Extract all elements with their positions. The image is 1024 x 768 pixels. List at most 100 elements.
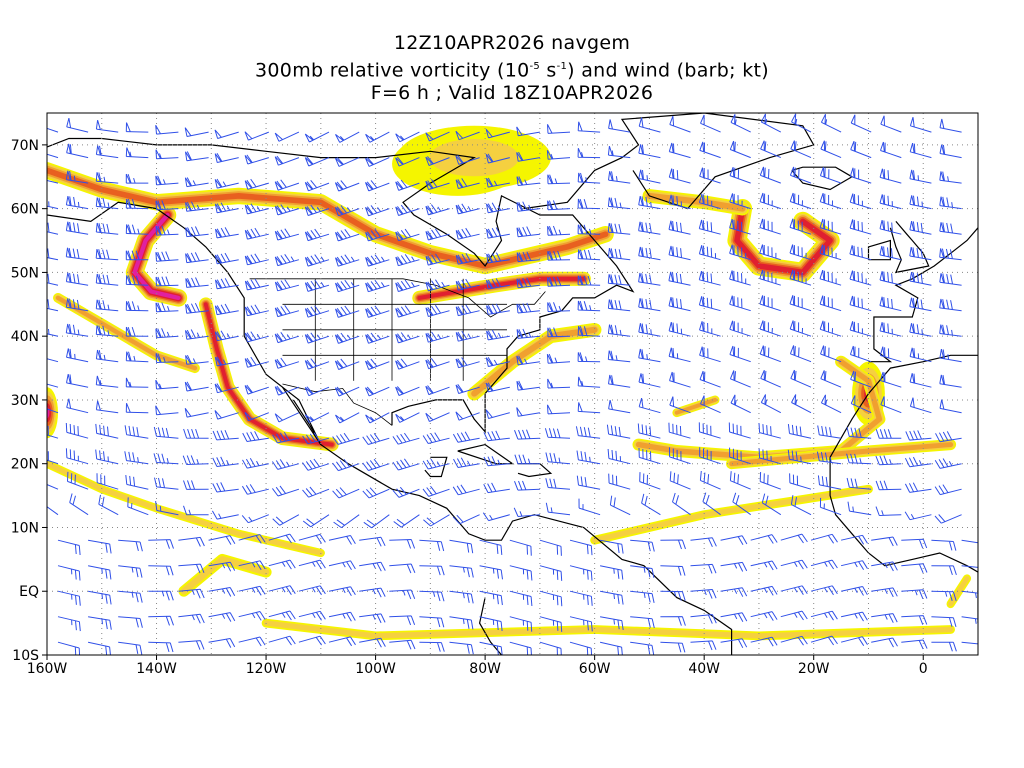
wind-barb xyxy=(274,412,300,423)
wind-barb xyxy=(178,536,205,547)
wind-barb xyxy=(939,222,962,235)
wind-barb xyxy=(600,565,624,580)
wind-barb xyxy=(183,505,209,516)
wind-barb xyxy=(729,140,751,159)
wind-barb xyxy=(455,278,480,291)
wind-barb xyxy=(901,563,928,574)
wind-barb xyxy=(298,635,326,646)
wind-barb xyxy=(298,610,326,621)
wind-barb xyxy=(185,151,209,162)
wind-barb xyxy=(607,197,631,210)
wind-barb xyxy=(577,249,601,261)
wind-barb xyxy=(479,641,503,655)
wind-barb xyxy=(328,636,356,647)
wind-barb xyxy=(607,146,631,159)
wind-barb xyxy=(819,167,842,184)
wind-barb xyxy=(700,395,721,414)
wind-barb xyxy=(790,369,812,388)
wind-barb xyxy=(452,484,480,496)
wind-barb xyxy=(669,115,691,133)
wind-barb xyxy=(660,539,686,550)
wind-barb xyxy=(660,590,686,601)
wind-barb xyxy=(668,245,691,261)
wind-barb xyxy=(449,616,474,630)
wind-barb xyxy=(212,482,239,493)
wind-barb xyxy=(607,324,631,337)
wind-barb xyxy=(455,411,480,421)
wind-barb xyxy=(931,590,957,602)
wind-barb xyxy=(879,346,902,363)
wind-barb xyxy=(939,374,962,388)
wind-barb xyxy=(208,561,236,572)
coastlines xyxy=(47,113,978,655)
wind-barb xyxy=(546,353,571,364)
wind-barb xyxy=(759,295,781,312)
wind-barb xyxy=(904,456,932,468)
wind-barb xyxy=(274,204,300,216)
lon-label: 40W xyxy=(688,661,720,677)
wind-barb xyxy=(425,358,450,370)
wind-barb xyxy=(125,224,149,235)
wind-barb xyxy=(479,565,503,580)
wind-barb xyxy=(95,375,119,388)
wind-barb xyxy=(389,539,416,549)
wind-barb xyxy=(365,279,390,293)
wind-barb xyxy=(395,131,420,143)
wind-barb xyxy=(780,585,808,595)
wind-barb xyxy=(544,428,571,439)
lat-label: 10N xyxy=(11,520,39,536)
wind-barb xyxy=(395,228,420,242)
wind-barb xyxy=(125,326,149,337)
wind-barb xyxy=(67,471,89,490)
wind-barb xyxy=(95,273,119,286)
wind-barb xyxy=(638,348,661,363)
wind-barb xyxy=(608,374,631,388)
wind-barb xyxy=(182,455,209,465)
wind-barb xyxy=(750,534,778,544)
lat-label: 10S xyxy=(12,648,39,664)
wind-barb xyxy=(486,227,510,239)
wind-barb xyxy=(455,253,480,265)
wind-barb xyxy=(547,378,571,389)
wind-barb xyxy=(875,429,902,439)
wind-barb xyxy=(304,228,330,242)
wind-barb xyxy=(909,169,932,184)
wind-barb xyxy=(274,332,300,344)
wind-barb xyxy=(607,274,631,286)
wind-barb xyxy=(820,345,842,363)
wind-barb xyxy=(185,226,209,238)
wind-barb xyxy=(65,298,89,312)
wind-barb xyxy=(516,328,540,339)
wind-barb xyxy=(759,244,781,261)
wind-barb xyxy=(211,510,239,520)
wind-barb xyxy=(395,179,420,191)
wind-barb xyxy=(939,118,962,133)
wind-barb xyxy=(939,324,962,337)
wind-barb xyxy=(516,126,540,137)
lon-label: 140W xyxy=(136,661,177,677)
coastline-9 xyxy=(517,463,553,478)
wind-barb xyxy=(547,174,571,185)
wind-barb xyxy=(789,218,812,235)
wind-barb xyxy=(274,155,300,166)
wind-barb xyxy=(728,422,751,439)
wind-barb xyxy=(155,353,179,363)
wind-barb xyxy=(905,430,932,441)
wind-barb xyxy=(242,458,269,469)
wind-barb xyxy=(302,458,330,471)
wind-barb xyxy=(392,486,420,498)
wind-barb xyxy=(334,157,360,167)
wind-barb xyxy=(148,641,174,653)
wind-barb xyxy=(819,269,842,286)
wind-barb xyxy=(850,141,872,159)
wind-barb xyxy=(850,114,872,133)
wind-barb xyxy=(638,447,661,465)
wind-barb xyxy=(244,154,269,165)
plot-frame xyxy=(46,112,979,656)
wind-barb xyxy=(214,153,239,163)
wind-barb xyxy=(847,501,872,516)
wind-barb xyxy=(334,180,360,192)
wind-barb xyxy=(630,539,655,552)
